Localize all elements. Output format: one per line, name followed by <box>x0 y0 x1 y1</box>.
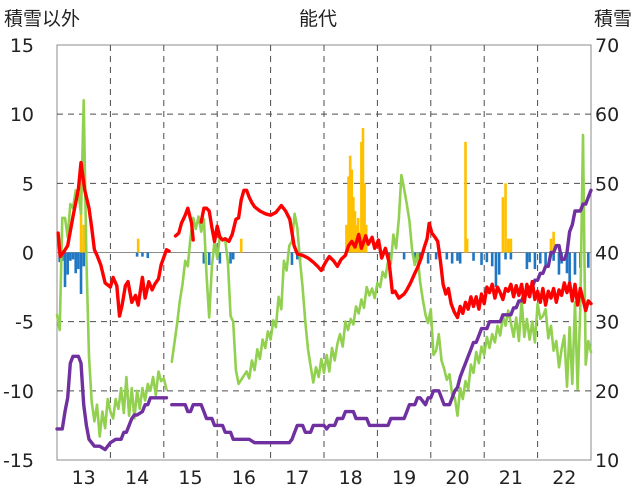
bar <box>456 252 459 261</box>
bar <box>387 252 391 259</box>
bar <box>480 252 483 265</box>
bar <box>458 252 462 264</box>
bar <box>573 252 577 275</box>
bar <box>533 252 537 270</box>
bar <box>363 183 366 253</box>
y-tick-left: 5 <box>22 173 34 195</box>
bar <box>426 252 430 264</box>
bar <box>509 238 513 253</box>
bar <box>77 252 80 270</box>
y-tick-right: 30 <box>595 312 619 334</box>
bar <box>434 252 438 260</box>
y-tick-left: -10 <box>3 381 34 403</box>
bar <box>69 252 72 261</box>
series-line <box>55 188 593 452</box>
bar <box>82 252 85 267</box>
y-tick-right: 50 <box>595 173 619 195</box>
bar <box>146 252 150 259</box>
y-tick-left: -15 <box>3 450 34 472</box>
x-tick: 22 <box>552 467 576 489</box>
bar <box>353 211 357 253</box>
bar <box>229 252 232 264</box>
bar <box>485 252 489 263</box>
line-series <box>55 99 593 452</box>
bar <box>74 252 77 274</box>
x-tick: 19 <box>392 467 416 489</box>
bar <box>352 197 355 253</box>
x-tick: 15 <box>178 467 202 489</box>
x-tick: 16 <box>232 467 256 489</box>
bar <box>231 252 235 260</box>
bar <box>525 252 529 270</box>
bar <box>509 252 513 260</box>
left-axis-label: 積雪以外 <box>4 8 80 30</box>
bar <box>348 155 352 253</box>
bar <box>565 252 569 274</box>
bar <box>450 252 454 264</box>
bar <box>141 252 144 257</box>
bar <box>549 238 553 253</box>
bar <box>66 252 69 275</box>
bar <box>135 252 139 257</box>
chart-title: 能代 <box>299 8 337 30</box>
bar <box>413 252 417 263</box>
bar <box>207 252 211 265</box>
bar <box>360 141 363 253</box>
y-tick-right: 10 <box>595 450 619 472</box>
bar <box>557 252 561 275</box>
bar <box>506 238 510 253</box>
right-axis-label: 積雪 <box>594 8 632 30</box>
bar <box>538 252 542 264</box>
bar <box>497 252 501 275</box>
bar <box>350 169 354 253</box>
y-tick-right: 70 <box>595 35 619 57</box>
y-tick-left: 10 <box>10 104 34 126</box>
x-tick: 18 <box>339 467 363 489</box>
bar <box>290 252 294 265</box>
bar <box>465 238 469 253</box>
bar <box>63 252 67 288</box>
bar <box>71 252 75 260</box>
x-tick: 17 <box>285 467 309 489</box>
y-tick-left: 15 <box>10 35 34 57</box>
bar <box>552 231 555 253</box>
bar <box>82 224 85 253</box>
y-tick-right: 60 <box>595 104 619 126</box>
bar <box>504 252 507 260</box>
bar <box>239 238 243 253</box>
bar <box>296 252 299 260</box>
x-tick: 20 <box>445 467 469 489</box>
bar <box>587 252 590 268</box>
bar <box>568 252 571 283</box>
x-tick: 14 <box>125 467 149 489</box>
y-tick-right: 20 <box>595 381 619 403</box>
bar <box>528 252 531 263</box>
bar <box>472 252 475 261</box>
bar <box>501 197 505 253</box>
bar <box>445 252 449 260</box>
y-tick-left: 0 <box>22 243 34 265</box>
x-tick: 13 <box>72 467 96 489</box>
bar <box>464 141 467 253</box>
bar <box>345 224 348 253</box>
bar <box>347 176 350 253</box>
x-tick: 21 <box>499 467 523 489</box>
bar <box>544 252 547 265</box>
bar <box>494 252 498 288</box>
bar <box>136 238 140 253</box>
bar <box>361 128 365 253</box>
y-tick-right: 40 <box>595 243 619 265</box>
y-tick-left: -5 <box>15 312 34 334</box>
series-line <box>55 99 593 438</box>
bar <box>402 252 406 260</box>
bar <box>218 252 222 264</box>
series-line <box>56 160 593 320</box>
bar <box>79 252 83 294</box>
bar <box>490 252 494 267</box>
bar <box>202 252 206 264</box>
bar <box>504 183 507 253</box>
bar <box>552 252 555 261</box>
